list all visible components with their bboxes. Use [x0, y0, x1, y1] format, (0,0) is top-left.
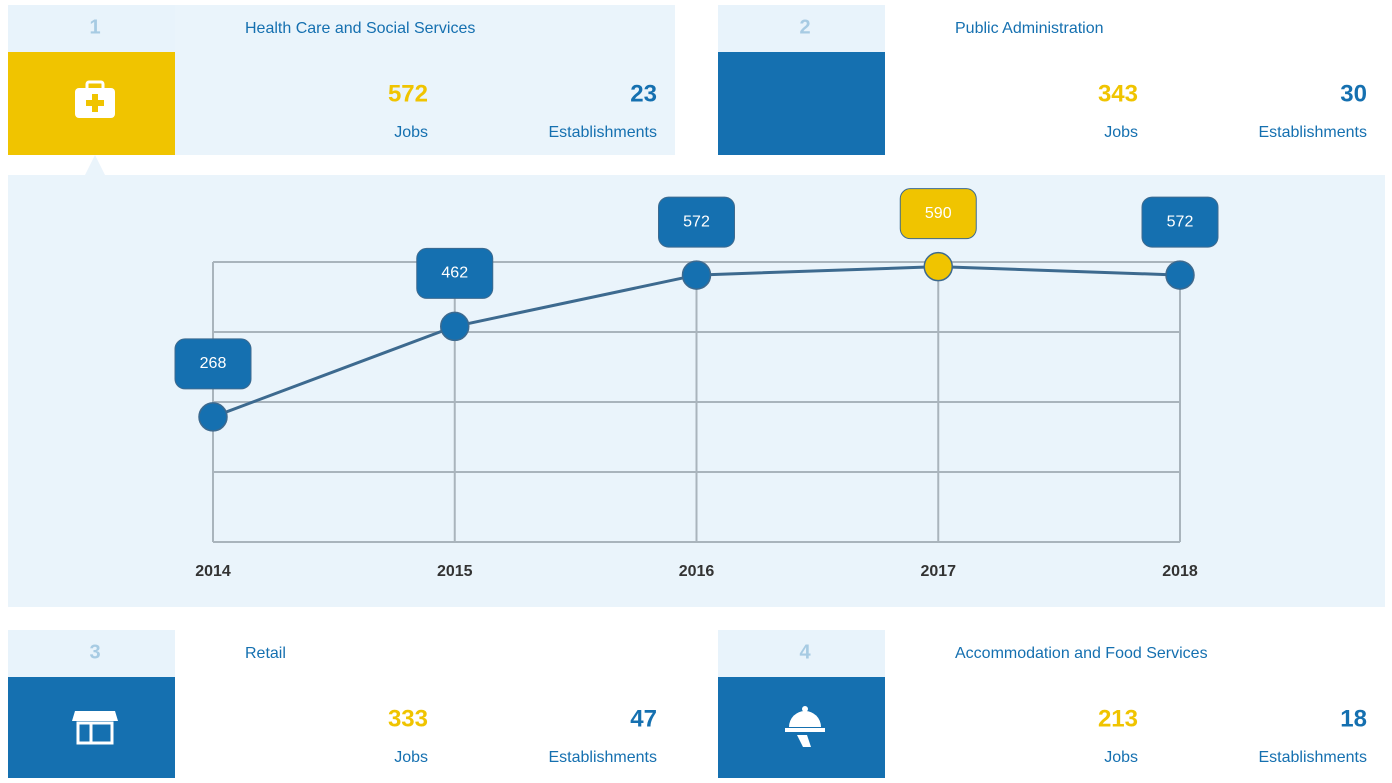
value-box [1141, 196, 1219, 248]
x-tick-label: 2015 [437, 563, 473, 580]
rank: 1 [89, 16, 100, 38]
icon-part [86, 94, 104, 112]
jobs-label: Jobs [394, 124, 428, 141]
card-title: Retail [245, 645, 286, 662]
establishments-count: 18 [1340, 705, 1367, 732]
point [923, 251, 953, 282]
rank-box [8, 630, 175, 677]
value-box [174, 338, 252, 390]
jobs-label: Jobs [394, 749, 428, 766]
value-box [899, 188, 977, 240]
rank: 3 [89, 641, 100, 663]
jobs-count: 343 [1098, 80, 1138, 107]
icon-medkit [75, 80, 115, 118]
value-label: 590 [925, 205, 952, 222]
point [681, 260, 712, 290]
icon-cloche [785, 706, 825, 747]
x-tick-label: 2016 [679, 563, 715, 580]
card-title: Accommodation and Food Services [955, 645, 1208, 662]
rank-box [718, 630, 885, 677]
establishments-label: Establishments [549, 124, 658, 141]
rank: 4 [799, 641, 811, 663]
icon-store [72, 711, 118, 745]
point [440, 311, 470, 342]
jobs-label: Jobs [1104, 124, 1138, 141]
point [1165, 260, 1195, 290]
establishments-count: 23 [630, 80, 657, 107]
icon-box [718, 677, 885, 780]
rank-box [718, 5, 885, 52]
value-label: 268 [200, 355, 227, 372]
card-body [175, 5, 675, 155]
card-title: Public Administration [955, 20, 1104, 37]
card-title: Health Care and Social Services [245, 20, 475, 37]
jobs-count: 213 [1098, 705, 1138, 732]
icon-part [797, 735, 811, 747]
icon-part [76, 721, 114, 745]
jobs-count: 572 [388, 80, 428, 107]
value-label: 572 [683, 213, 710, 230]
establishments-count: 30 [1340, 80, 1367, 107]
point [198, 402, 228, 432]
value-box [658, 196, 735, 248]
pointer [85, 155, 105, 175]
rank-box [8, 5, 175, 52]
rank: 2 [799, 16, 810, 38]
establishments-count: 47 [630, 705, 657, 732]
x-tick-label: 2017 [920, 563, 956, 580]
x-tick-label: 2018 [1162, 563, 1198, 580]
icon-part [85, 80, 105, 92]
icon-part [785, 728, 825, 732]
establishments-label: Establishments [1259, 749, 1368, 766]
icon-part [72, 711, 118, 721]
value-box [416, 247, 494, 299]
establishments-label: Establishments [1259, 124, 1368, 141]
icon-box [718, 52, 885, 155]
icon-part [802, 706, 808, 712]
jobs-label: Jobs [1104, 749, 1138, 766]
establishments-label: Establishments [549, 749, 658, 766]
value-label: 462 [441, 265, 468, 282]
value-label: 572 [1167, 213, 1194, 230]
jobs-count: 333 [388, 705, 428, 732]
x-tick-label: 2014 [195, 563, 231, 580]
icon-part [789, 711, 821, 727]
